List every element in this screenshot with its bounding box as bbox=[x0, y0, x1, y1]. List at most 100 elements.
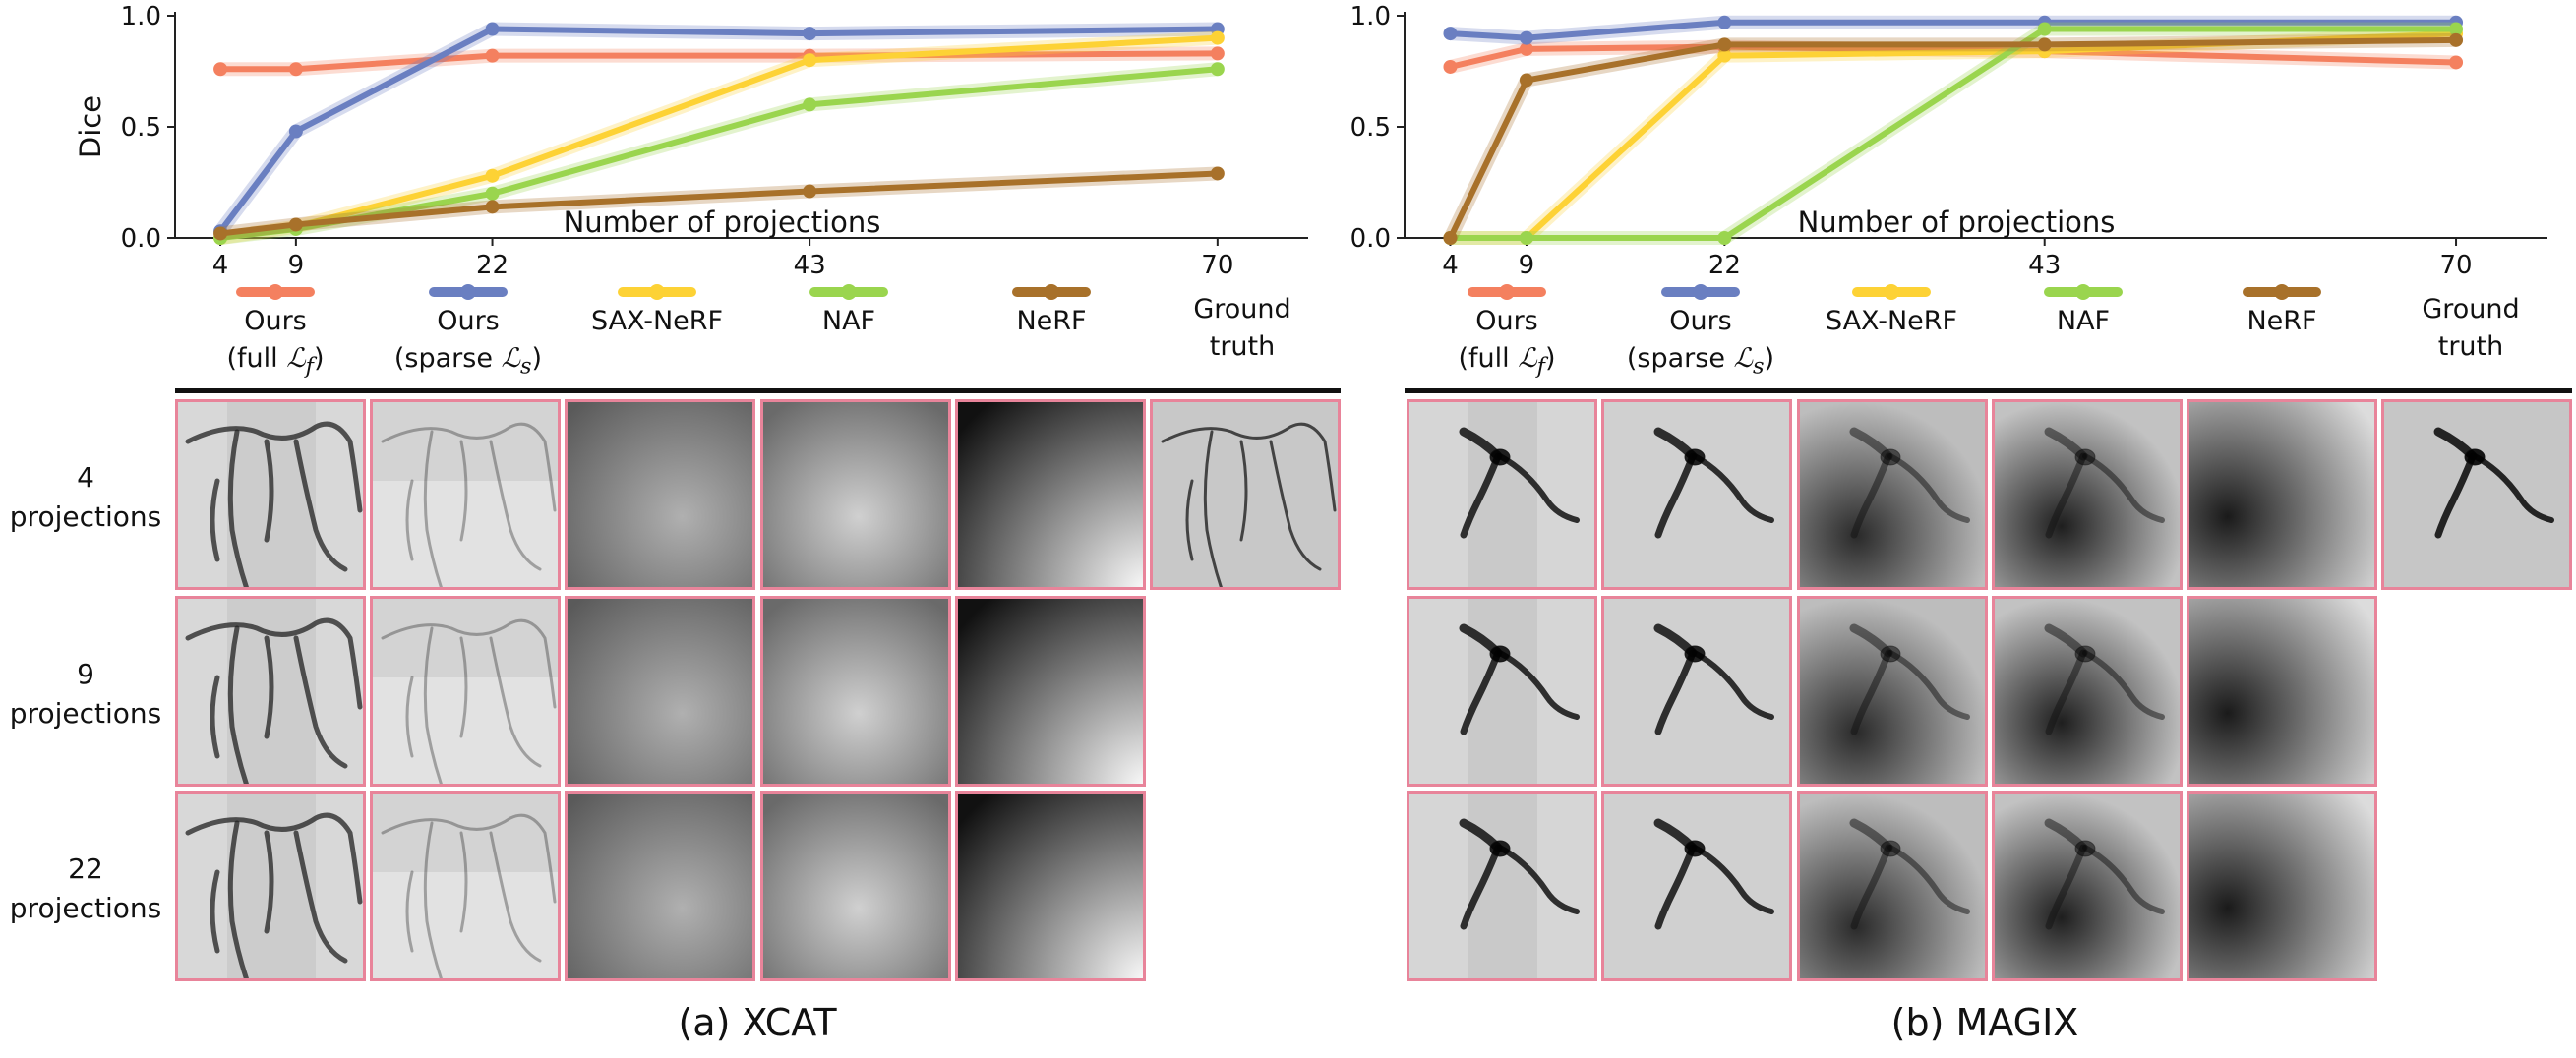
data-point-sax-nerf bbox=[803, 53, 817, 68]
data-point-ours-full-l-f- bbox=[2449, 55, 2464, 70]
reconstruction-image bbox=[1995, 402, 2180, 587]
reconstruction-image bbox=[1604, 402, 1789, 587]
tile-magix-naf-row2 bbox=[1992, 596, 2183, 787]
reconstruction-image bbox=[958, 794, 1143, 978]
legend-xcat: Ours (full ℒf) Ours (sparse ℒs) SAX-NeRF… bbox=[0, 284, 1341, 395]
y-axis-label: Dice bbox=[74, 95, 107, 158]
tile-xcat-naf-row1 bbox=[760, 399, 951, 590]
legend-item-ours-full: Ours (full ℒf) bbox=[177, 284, 374, 384]
data-point-ours-full-l-f- bbox=[288, 62, 303, 77]
legend-swatch-nerf bbox=[2243, 284, 2321, 300]
legend-swatch-ours-sparse bbox=[1661, 284, 1740, 300]
x-axis-label: Number of projections bbox=[564, 206, 881, 239]
tile-xcat-nerf-row3 bbox=[955, 791, 1146, 981]
data-point-nerf bbox=[2449, 32, 2464, 47]
tile-xcat-naf-row3 bbox=[760, 791, 951, 981]
y-tick-label: 0.0 bbox=[121, 224, 161, 254]
reconstruction-image bbox=[178, 794, 363, 978]
tile-xcat-ours-sparse-row1 bbox=[370, 399, 561, 590]
tile-magix-ours-sparse-row2 bbox=[1601, 596, 1792, 787]
chart-magix-dice: 0.0 0.5 1.0 4 9 22 43 70 Number of projections bbox=[1350, 2, 2547, 280]
legend-swatch-sax-nerf bbox=[1852, 284, 1931, 300]
reconstruction-image bbox=[763, 402, 948, 587]
data-point-sax-nerf bbox=[1717, 48, 1732, 63]
tile-xcat-sax-nerf-row3 bbox=[565, 791, 755, 981]
reconstruction-image bbox=[1995, 794, 2180, 978]
data-point-nerf bbox=[288, 217, 303, 232]
tile-magix-ground-truth-row1 bbox=[2381, 399, 2572, 590]
data-point-ours-full-l-f- bbox=[1519, 41, 1533, 56]
data-point-ours-full-l-f- bbox=[1210, 46, 1225, 61]
data-point-ours-sparse-l-s- bbox=[803, 27, 817, 41]
reconstruction-image bbox=[958, 402, 1143, 587]
tile-magix-nerf-row1 bbox=[2187, 399, 2377, 590]
data-point-ours-sparse-l-s- bbox=[1443, 27, 1458, 41]
reconstruction-image bbox=[1995, 599, 2180, 784]
legend-magix: Ours (full ℒf) Ours (sparse ℒs) SAX-NeRF… bbox=[1231, 284, 2576, 395]
tile-magix-ours-full-row3 bbox=[1407, 791, 1597, 981]
tile-xcat-ours-sparse-row3 bbox=[370, 791, 561, 981]
legend-label-sub: (full ℒf) bbox=[226, 343, 325, 380]
reconstruction-image bbox=[1800, 599, 1985, 784]
legend-label: Ours bbox=[437, 306, 500, 336]
caption-xcat: (a) XCAT bbox=[678, 1001, 837, 1044]
tile-xcat-ours-full-row1 bbox=[175, 399, 366, 590]
legend-label: NeRF bbox=[2247, 306, 2317, 336]
tile-magix-nerf-row2 bbox=[2187, 596, 2377, 787]
tile-magix-ours-full-row2 bbox=[1407, 596, 1597, 787]
tile-magix-ours-full-row1 bbox=[1407, 399, 1597, 590]
tile-xcat-nerf-row2 bbox=[955, 596, 1146, 787]
tile-magix-sax-nerf-row1 bbox=[1797, 399, 1988, 590]
caption-magix: (b) MAGIX bbox=[1890, 1001, 2079, 1044]
legend-item-ground-truth: Ground truth bbox=[1144, 291, 1341, 366]
data-point-sax-nerf bbox=[485, 168, 500, 183]
reconstruction-image bbox=[373, 599, 558, 784]
reconstruction-image bbox=[178, 402, 363, 587]
reconstruction-image bbox=[1153, 402, 1338, 587]
data-point-ours-full-l-f- bbox=[1443, 59, 1458, 74]
reconstruction-image bbox=[1409, 402, 1594, 587]
x-tick-label: 22 bbox=[1708, 251, 1741, 280]
legend-swatch-ours-sparse bbox=[429, 284, 508, 300]
tile-xcat-ground-truth-row1 bbox=[1150, 399, 1341, 590]
legend-label: Ours bbox=[1669, 306, 1732, 336]
data-point-naf bbox=[485, 186, 500, 201]
legend-label: SAX-NeRF bbox=[590, 306, 724, 336]
tile-magix-nerf-row3 bbox=[2187, 791, 2377, 981]
data-point-naf bbox=[1717, 231, 1732, 245]
separator-rule-magix bbox=[1405, 388, 2572, 393]
reconstruction-image bbox=[2189, 599, 2374, 784]
row-label-4: 4 projections bbox=[9, 461, 162, 533]
reconstruction-image bbox=[1604, 794, 1789, 978]
data-point-ours-sparse-l-s- bbox=[1519, 30, 1533, 45]
legend-item-nerf: NeRF bbox=[2184, 284, 2380, 340]
data-point-nerf bbox=[2037, 37, 2052, 52]
legend-label: Ground bbox=[1193, 294, 1291, 324]
tile-xcat-nerf-row1 bbox=[955, 399, 1146, 590]
reconstruction-image bbox=[1800, 402, 1985, 587]
reconstruction-image bbox=[568, 794, 752, 978]
legend-swatch-ours-full bbox=[236, 284, 315, 300]
legend-label: Ours bbox=[1475, 306, 1538, 336]
x-tick-label: 70 bbox=[2439, 251, 2472, 280]
tile-magix-naf-row3 bbox=[1992, 791, 2183, 981]
legend-label: Ground bbox=[2422, 294, 2520, 324]
legend-label-sub: truth bbox=[1209, 331, 1276, 362]
reconstruction-image bbox=[958, 599, 1143, 784]
legend-item-sax-nerf: SAX-NeRF bbox=[1793, 284, 1990, 340]
data-point-nerf bbox=[213, 226, 228, 241]
data-point-ours-full-l-f- bbox=[213, 62, 228, 77]
chart-xcat-dice: 0.0 0.5 1.0 4 9 22 43 70 Number of projections Di… bbox=[74, 2, 1308, 280]
data-point-nerf bbox=[485, 200, 500, 214]
row-label-22: 22 projections bbox=[9, 852, 162, 924]
y-tick-label: 1.0 bbox=[121, 2, 161, 31]
tile-xcat-sax-nerf-row1 bbox=[565, 399, 755, 590]
legend-item-sax-nerf: SAX-NeRF bbox=[559, 284, 755, 340]
legend-label: NeRF bbox=[1016, 306, 1087, 336]
x-tick-label: 43 bbox=[2028, 251, 2061, 280]
tile-xcat-ours-full-row3 bbox=[175, 791, 366, 981]
legend-swatch-naf bbox=[809, 284, 888, 300]
tile-magix-sax-nerf-row3 bbox=[1797, 791, 1988, 981]
data-point-naf bbox=[2037, 22, 2052, 36]
legend-label: Ours bbox=[244, 306, 307, 336]
